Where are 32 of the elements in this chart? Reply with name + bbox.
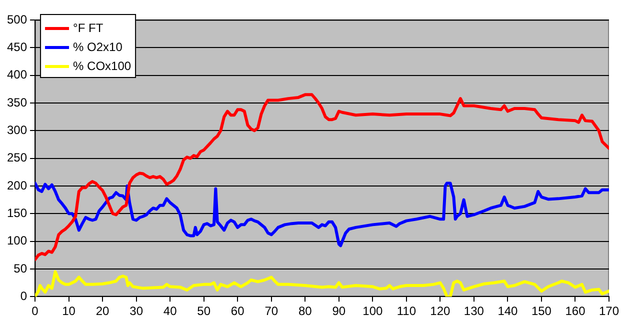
- x-tick-label: 110: [396, 304, 416, 318]
- y-tick-label: 150: [6, 206, 28, 220]
- x-tick-label: 170: [598, 304, 620, 318]
- y-tick-label: 450: [6, 40, 28, 54]
- x-tick-label: 100: [362, 304, 383, 318]
- y-tick-label: 350: [6, 95, 28, 110]
- y-tick-label: 400: [6, 68, 28, 82]
- x-tick-label: 10: [62, 304, 76, 318]
- y-tick-label: 100: [6, 234, 28, 248]
- x-tick-label: 140: [498, 304, 518, 318]
- x-tick-label: 160: [565, 304, 586, 318]
- x-tick-label: 30: [130, 304, 144, 318]
- legend-label: % COx100: [73, 58, 132, 73]
- y-tick-label: 500: [6, 12, 28, 26]
- x-tick-label: 20: [96, 304, 110, 318]
- legend-label: °F FT: [73, 20, 104, 35]
- x-tick-label: 0: [32, 304, 39, 318]
- x-tick-label: 120: [430, 304, 451, 318]
- y-tick-label: 300: [6, 122, 28, 137]
- x-tick-label: 130: [464, 304, 484, 318]
- y-tick-label: 200: [6, 178, 28, 192]
- x-tick-label: 40: [163, 304, 178, 318]
- legend-label: % O2x10: [73, 40, 123, 54]
- y-tick-label: 0: [20, 288, 28, 303]
- x-tick-label: 90: [332, 304, 346, 318]
- x-tick-label: 60: [230, 304, 245, 318]
- x-tick-label: 50: [197, 304, 211, 318]
- y-tick-label: 50: [14, 261, 28, 276]
- y-tick-label: 250: [6, 150, 28, 165]
- x-tick-label: 80: [298, 304, 312, 318]
- x-tick-label: 70: [264, 304, 278, 318]
- x-tick-label: 150: [531, 304, 552, 318]
